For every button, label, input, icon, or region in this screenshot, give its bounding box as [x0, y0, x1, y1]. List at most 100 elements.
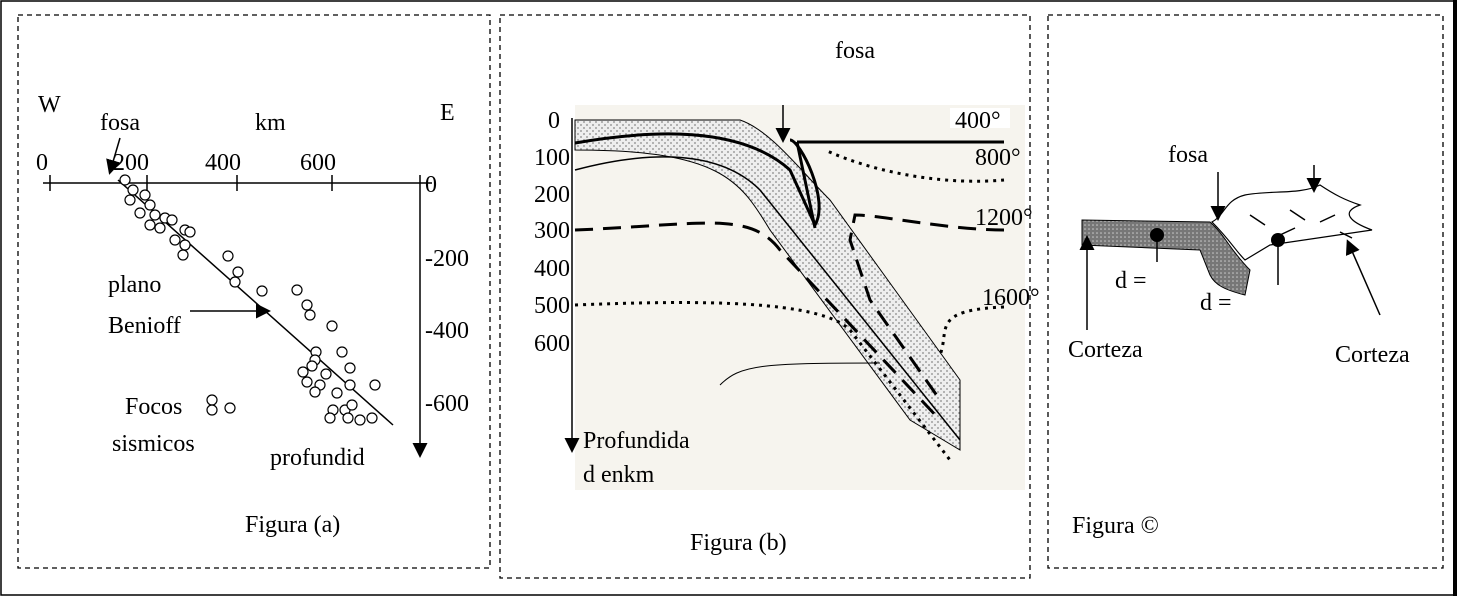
focus — [346, 399, 358, 411]
panel-frame — [499, 14, 1031, 579]
crust-arrow — [1345, 239, 1381, 316]
depth-tick: 100 — [534, 145, 570, 171]
focus — [154, 222, 166, 234]
focus — [344, 379, 356, 391]
panel-c: fosa d = d = Corteza Corteza Figura © — [1047, 14, 1444, 569]
y-label: 0 — [425, 172, 437, 198]
focus — [169, 234, 181, 246]
label-bg — [950, 108, 1010, 128]
focus — [342, 412, 354, 424]
focus — [127, 184, 139, 196]
isotherm-1600 — [574, 301, 952, 461]
focus — [331, 387, 343, 399]
y-label: -400 — [425, 318, 469, 344]
focus — [336, 346, 348, 358]
focus — [232, 266, 244, 278]
isotherm-1200 — [574, 221, 942, 422]
focus — [222, 250, 234, 262]
isotherm-800 — [824, 148, 1005, 183]
focus — [224, 402, 236, 414]
focus — [304, 309, 316, 321]
focus — [229, 276, 241, 288]
focus — [344, 362, 356, 374]
depth-tick: 200 — [534, 182, 570, 208]
focus — [309, 386, 321, 398]
focus — [134, 207, 146, 219]
seismic-foci — [119, 174, 381, 426]
focus — [354, 414, 366, 426]
focus — [369, 379, 381, 391]
depth-label: profundid — [270, 445, 365, 471]
west: W — [38, 92, 61, 118]
crust-label: Corteza — [1335, 342, 1410, 368]
east: E — [440, 100, 455, 126]
x-label: 200 — [113, 150, 149, 176]
x-label: 0 — [36, 150, 48, 176]
continental-crust — [1211, 184, 1373, 261]
focus — [179, 239, 191, 251]
focus — [177, 249, 189, 261]
isotherm-400 — [795, 141, 817, 229]
focus — [184, 226, 196, 238]
focus — [306, 360, 318, 372]
foci-label: sismicos — [112, 431, 195, 457]
isotherm-1200 — [848, 213, 1005, 401]
axis-label: d enkm — [583, 462, 655, 488]
panel-frame — [1047, 14, 1444, 569]
line — [719, 362, 881, 386]
caption: Figura (b) — [690, 530, 787, 556]
isotherm-400 — [574, 132, 821, 229]
axis-label: Profundida — [583, 428, 690, 454]
isotherm-label: 1600° — [982, 285, 1040, 311]
focus — [139, 189, 151, 201]
d-label: d = — [1115, 268, 1147, 294]
depth-tick: 500 — [534, 293, 570, 319]
focus — [326, 320, 338, 332]
focus — [149, 209, 161, 221]
y-label: -200 — [425, 246, 469, 272]
focus — [124, 194, 136, 206]
panel-a: W E fosa km 0 200 400 600 0 -200 -400 -6… — [17, 14, 491, 569]
panel-b: fosa 0 100 200 300 400 500 600 400° 800°… — [499, 14, 1040, 579]
focus — [256, 285, 268, 297]
plane-label: Benioff — [108, 313, 181, 339]
caption: Figura (a) — [245, 512, 340, 538]
focus — [166, 214, 178, 226]
isotherm-label: 800° — [975, 145, 1021, 171]
depth-tick: 600 — [534, 331, 570, 357]
focus — [206, 404, 218, 416]
panel-frame — [17, 14, 491, 569]
plane-label: plano — [108, 272, 161, 298]
depth-tick: 0 — [548, 108, 560, 134]
hatch — [1249, 209, 1353, 239]
depth-tick: 300 — [534, 218, 570, 244]
foci-label: Focos — [125, 394, 182, 420]
d-label: d = — [1200, 290, 1232, 316]
caption: Figura © — [1072, 513, 1159, 539]
focus — [144, 199, 156, 211]
focus — [301, 299, 313, 311]
focus — [324, 412, 336, 424]
trench: fosa — [835, 38, 875, 64]
trench-arrow — [106, 137, 121, 175]
oceanic-crust — [1081, 219, 1251, 296]
focus — [206, 394, 218, 406]
focus — [297, 366, 309, 378]
unit: km — [255, 110, 286, 136]
y-label: -600 — [425, 391, 469, 417]
trench: fosa — [1168, 142, 1208, 168]
isotherm-label: 1200° — [975, 205, 1033, 231]
focus — [144, 219, 156, 231]
focus — [291, 284, 303, 296]
focus — [366, 412, 378, 424]
isotherm-label: 400° — [955, 108, 1001, 134]
x-label: 400 — [205, 150, 241, 176]
depth-tick: 400 — [534, 256, 570, 282]
focus — [320, 368, 332, 380]
focus — [119, 174, 131, 186]
slab-base — [574, 156, 961, 441]
focus — [301, 376, 313, 388]
trench: fosa — [100, 110, 140, 136]
crust-label: Corteza — [1068, 337, 1143, 363]
